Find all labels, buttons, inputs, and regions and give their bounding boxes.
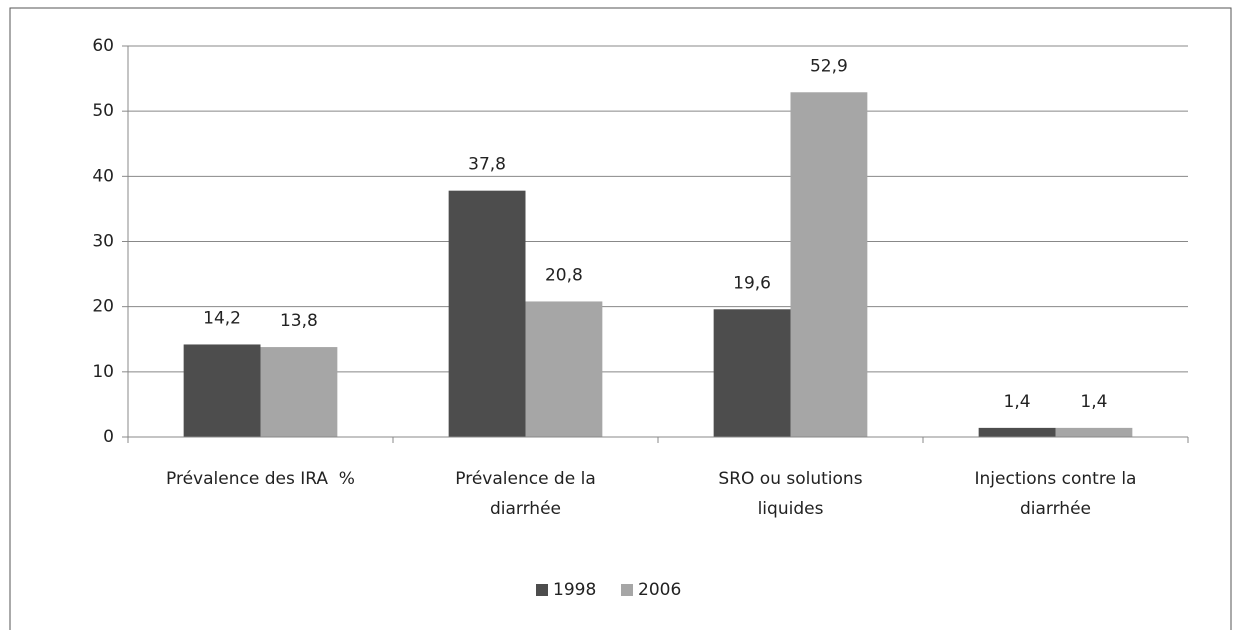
- bar: [713, 309, 791, 437]
- x-tick-label: SRO ou solutions liquides: [718, 469, 863, 519]
- legend-label: 2006: [638, 580, 681, 600]
- y-tick-label: 10: [92, 362, 114, 382]
- bar: [260, 347, 338, 437]
- data-label: 19,6: [733, 273, 771, 293]
- data-label: 1,4: [1004, 392, 1031, 412]
- y-tick-label: 40: [92, 166, 114, 186]
- bar: [448, 190, 526, 437]
- bar: [1055, 427, 1133, 437]
- y-tick-label: 60: [92, 36, 114, 56]
- y-tick-label: 20: [92, 297, 114, 317]
- bar: [790, 92, 868, 437]
- data-label: 13,8: [280, 311, 318, 331]
- y-tick-label: 0: [103, 427, 114, 447]
- bar: [978, 427, 1056, 437]
- x-tick-label: Prévalence de la diarrhée: [455, 469, 596, 519]
- data-label: 14,2: [203, 308, 241, 328]
- legend-swatch: [536, 584, 548, 596]
- legend-label: 1998: [553, 580, 596, 600]
- legend-swatch: [621, 584, 633, 596]
- bar: [525, 301, 603, 437]
- chart-border: [9, 7, 1232, 630]
- data-label: 20,8: [545, 265, 583, 285]
- data-label: 52,9: [810, 56, 848, 76]
- y-tick-label: 50: [92, 101, 114, 121]
- y-tick-label: 30: [92, 232, 114, 252]
- data-label: 1,4: [1080, 392, 1107, 412]
- bar: [183, 344, 261, 437]
- data-label: 37,8: [468, 155, 506, 175]
- x-tick-label: Prévalence des IRA %: [166, 469, 355, 489]
- x-tick-label: Injections contre la diarrhée: [974, 469, 1137, 519]
